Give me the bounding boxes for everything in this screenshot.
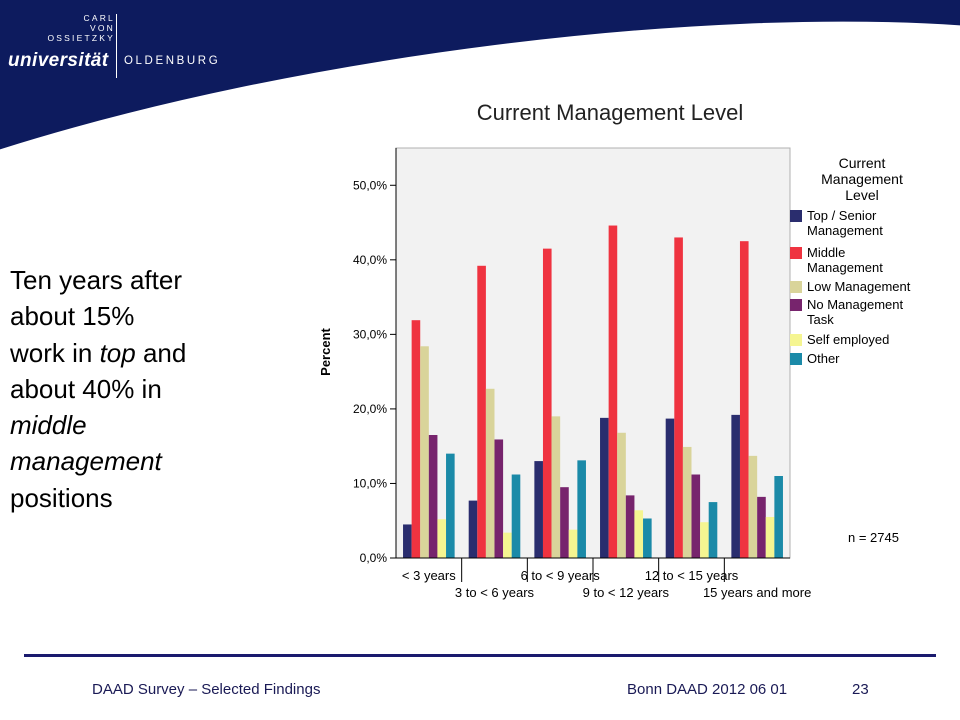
summary-text-part: about 40% in (10, 373, 162, 404)
footer-title: DAAD Survey – Selected Findings (92, 681, 321, 698)
bar-3-5 (757, 496, 766, 558)
summary-text-part: top (99, 337, 136, 368)
legend-label-3: No Management Task (807, 297, 903, 327)
y-tick-label: 40,0% (353, 253, 387, 267)
legend-swatch-3 (790, 299, 802, 311)
management-level-chart: Current Management Level 0,0% 10,0% 20,0% 3… (318, 100, 911, 600)
bar-5-4 (708, 502, 718, 558)
x-category-label: < 3 years (402, 568, 456, 583)
bar-3-2 (560, 487, 569, 558)
plot-background (395, 147, 791, 559)
bar-5-1 (511, 474, 521, 558)
chart-legend: Current Management Level Top / Senior Manage… (790, 155, 911, 366)
bar-4-1 (503, 532, 512, 558)
legend-label-5: Other (807, 351, 840, 366)
plot-area: 0,0% 10,0% 20,0% 30,0% 40,0% 50,0% < 3 years 3 … (353, 147, 811, 600)
bar-0-5 (731, 414, 740, 558)
legend-swatch-0 (790, 210, 802, 222)
bar-5-0 (446, 453, 455, 558)
legend-swatch-2 (790, 281, 802, 293)
x-category-label: 6 to < 9 years (521, 568, 601, 583)
bar-3-3 (625, 495, 635, 558)
y-axis-label: Percent (318, 327, 333, 375)
bar-2-0 (420, 346, 429, 558)
bar-0-4 (665, 418, 675, 558)
bar-1-0 (411, 320, 421, 558)
summary-text-part: and (135, 337, 187, 368)
page-number: 23 (852, 681, 869, 698)
bar-1-1 (477, 265, 486, 558)
bar-4-2 (568, 529, 578, 558)
bar-2-3 (617, 432, 626, 558)
y-tick-label: 50,0% (353, 178, 387, 192)
x-category-label: 12 to < 15 years (645, 568, 739, 583)
university-logo: CARL VON OSSIETZKY universität OLDENBURG (8, 13, 238, 78)
bar-5-5 (774, 476, 783, 558)
summary-text-part: Ten years after (10, 265, 182, 295)
slide-summary-text: Ten years after about 15% work in top and a… (10, 262, 270, 516)
y-tick-label: 0,0% (360, 551, 388, 565)
bar-2-4 (682, 446, 692, 558)
bar-3-4 (691, 474, 701, 558)
bar-0-1 (468, 500, 478, 558)
logo-university: universität (8, 50, 109, 71)
bar-1-4 (674, 237, 683, 559)
bar-4-4 (700, 522, 709, 558)
x-category-label: 15 years and more (703, 585, 811, 600)
bar-3-1 (494, 439, 504, 558)
footer-rule (24, 654, 936, 657)
x-category-label: 3 to < 6 years (455, 585, 535, 600)
bar-2-2 (551, 416, 561, 558)
summary-text-part: about 15% (10, 301, 135, 332)
x-category-label: 9 to < 12 years (583, 585, 670, 600)
legend-swatch-5 (790, 353, 802, 365)
y-tick-label: 20,0% (353, 402, 387, 416)
bar-0-2 (534, 461, 543, 558)
bar-1-2 (542, 248, 552, 559)
bar-1-3 (608, 225, 618, 558)
legend-label-1: Middle Management (807, 245, 883, 275)
legend-label-0: Top / Senior Management (807, 208, 883, 238)
summary-text-part: management (10, 446, 162, 477)
legend-swatch-4 (790, 334, 802, 346)
bar-4-5 (765, 517, 775, 558)
logo-line-ossietzky: OSSIETZKY (47, 33, 115, 43)
bar-5-2 (577, 460, 586, 558)
logo-line-carl: CARL (83, 13, 115, 23)
bar-4-3 (634, 510, 644, 558)
footer-date: Bonn DAAD 2012 06 01 (627, 681, 788, 698)
logo-line-von: VON (89, 23, 115, 33)
summary-text-part: work in (10, 337, 100, 368)
legend-title: Current Management Level (821, 155, 903, 203)
header-banner (0, 0, 960, 150)
bar-3-0 (428, 435, 438, 558)
legend-label-2: Low Management (807, 279, 911, 294)
summary-text-part: middle (10, 410, 87, 441)
bar-0-0 (403, 524, 412, 558)
bar-2-5 (748, 455, 758, 558)
bar-5-3 (643, 518, 652, 558)
bar-2-1 (485, 388, 495, 558)
y-tick-label: 30,0% (353, 327, 387, 341)
legend-label-4: Self employed (807, 332, 889, 347)
bar-4-0 (437, 519, 447, 558)
bar-1-5 (739, 241, 749, 558)
sample-size-annotation: n = 2745 (848, 530, 899, 545)
logo-divider (116, 14, 117, 78)
y-tick-label: 10,0% (353, 476, 387, 490)
legend-swatch-1 (790, 247, 802, 259)
chart-title: Current Management Level (477, 100, 744, 125)
logo-city: OLDENBURG (124, 55, 221, 67)
bar-0-3 (600, 417, 609, 558)
summary-text-part: positions (10, 482, 113, 513)
